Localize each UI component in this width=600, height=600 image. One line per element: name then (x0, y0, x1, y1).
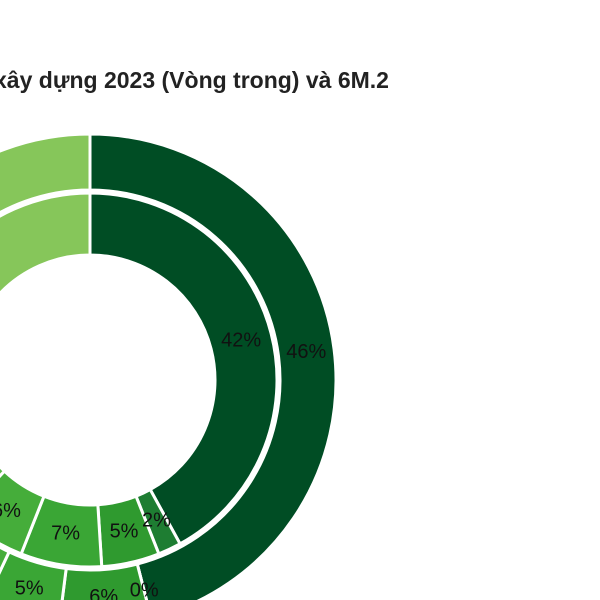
data-label: 0% (130, 579, 159, 600)
data-label: 2% (142, 509, 171, 531)
donut-slice (0, 545, 12, 575)
donut-slice (88, 132, 338, 600)
donut-slice (0, 132, 92, 215)
data-label: 7% (51, 522, 80, 544)
data-label: 42% (221, 329, 261, 351)
data-label: 6% (0, 500, 21, 522)
chart-title: xây dựng 2023 (Vòng trong) và 6M.2 (0, 67, 389, 93)
data-label: 5% (110, 521, 139, 543)
donut-slice (88, 191, 279, 546)
donut-slice (0, 191, 92, 296)
donut-slice (0, 464, 7, 479)
donut-slice (0, 469, 46, 556)
data-label: 6% (89, 586, 118, 600)
data-label: 46% (286, 341, 326, 363)
data-label: 5% (15, 578, 44, 600)
